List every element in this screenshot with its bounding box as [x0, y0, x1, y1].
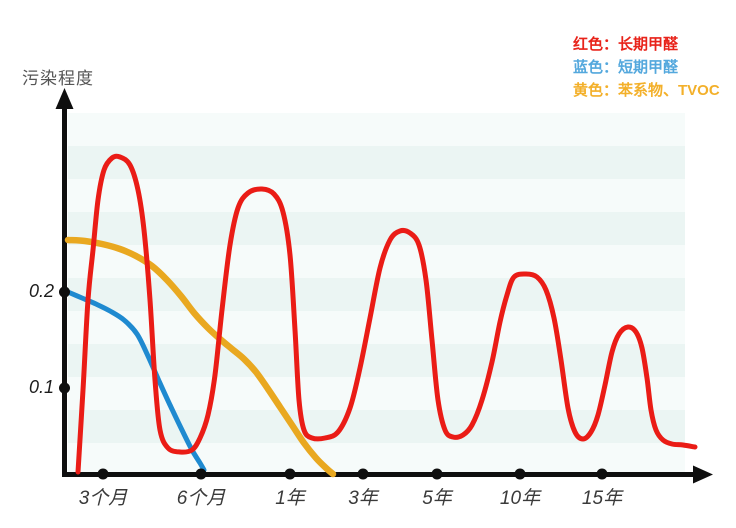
y-tick-dot — [59, 382, 70, 394]
legend-item-short-term-formaldehyde: 蓝色：短期甲醛 — [573, 59, 679, 76]
x-tick-label-3months: 3个月 — [78, 488, 128, 509]
y-tick-label-0point2: 0.2 — [28, 281, 54, 301]
x-axis-arrow-icon — [693, 465, 713, 484]
x-tick-label-5years: 5年 — [422, 488, 452, 509]
y-tick-label-0point1: 0.1 — [28, 377, 54, 397]
curve-long-term-formaldehyde — [75, 153, 698, 475]
x-tick-dot — [431, 468, 443, 480]
x-tick-label-1year: 1年 — [275, 488, 305, 509]
legend-item-benzene-tvoc: 黄色：苯系物、TVOC — [573, 82, 720, 99]
legend-item-long-term-formaldehyde: 红色：长期甲醛 — [573, 36, 679, 53]
x-tick-label-10years: 10年 — [499, 488, 541, 509]
y-axis-title: 污染程度 — [22, 69, 94, 88]
x-tick-label-3years: 3年 — [348, 488, 378, 509]
x-tick-dot — [284, 468, 296, 480]
x-tick-dot — [357, 468, 369, 480]
x-tick-label-6months: 6个月 — [176, 488, 226, 509]
y-tick-dot — [59, 286, 70, 298]
legend: 红色：长期甲醛 蓝色：短期甲醛 黄色：苯系物、TVOC — [573, 33, 720, 102]
x-tick-dot — [596, 468, 608, 480]
x-tick-dot — [97, 468, 109, 480]
x-tick-dot — [195, 468, 207, 480]
x-tick-dot — [514, 468, 526, 480]
x-tick-label-15years: 15年 — [581, 488, 623, 509]
y-axis-arrow-icon — [55, 88, 74, 109]
